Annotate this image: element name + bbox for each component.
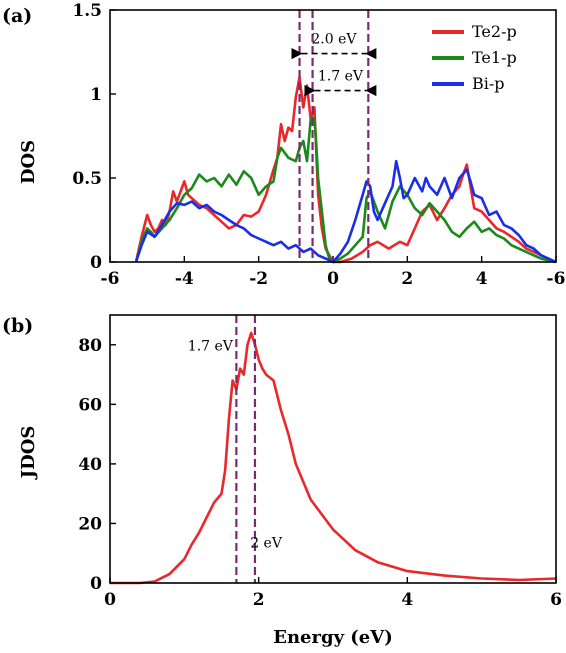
dos-ytick-label: 0.5 bbox=[72, 169, 102, 189]
jdos-series-line-jdos bbox=[110, 331, 557, 585]
jdos-ylabel: JDOS bbox=[18, 426, 39, 481]
dos-gap-annotation: 1.7 eV bbox=[318, 69, 364, 85]
jdos-xtick-label: 6 bbox=[550, 590, 562, 610]
jdos-xtick-label: 0 bbox=[104, 590, 116, 610]
dos-xtick-label: -4 bbox=[175, 269, 194, 289]
dos-xtick-label: 4 bbox=[476, 269, 488, 289]
dos-series-line-bi-p bbox=[134, 159, 557, 264]
dos-ylabel: DOS bbox=[18, 140, 39, 184]
jdos-xtick-label: 2 bbox=[253, 590, 265, 610]
dos-legend: Te2-p Te1-p Bi-p bbox=[432, 22, 517, 93]
dos-plot-area: -6 -4 -2 0 2 4 -600.511.52.0 eV1.7 eV bbox=[72, 1, 565, 289]
dos-ytick-label: 1 bbox=[90, 85, 102, 105]
dos-xtick-label: 2 bbox=[401, 269, 413, 289]
legend-label-te1p: Te1-p bbox=[472, 48, 517, 67]
dos-xtick-label: 0 bbox=[327, 269, 339, 289]
dos-ytick-label: 1.5 bbox=[72, 1, 102, 21]
dos-gap-annotation: 2.0 eV bbox=[311, 32, 357, 48]
jdos-ytick-label: 0 bbox=[90, 574, 102, 594]
panel-label-b: (b) bbox=[2, 315, 33, 337]
jdos-ytick-label: 60 bbox=[78, 395, 102, 415]
jdos-ytick-label: 40 bbox=[78, 455, 102, 475]
dos-ytick-label: 0 bbox=[90, 253, 102, 273]
jdos-peak-annotation: 1.7 eV bbox=[188, 339, 234, 355]
dos-axes-frame bbox=[109, 9, 557, 263]
jdos-peak-annotation: 2 eV bbox=[250, 535, 283, 551]
dos-series-line-te1-p bbox=[134, 116, 557, 264]
dos-panel: (a) DOS -6 -4 -2 0 2 4 -600.511.52.0 eV1.7 eV … bbox=[2, 1, 565, 289]
dos-xtick-label: -6 bbox=[547, 269, 566, 289]
legend-label-bip: Bi-p bbox=[472, 74, 505, 93]
dos-xtick-label: -2 bbox=[249, 269, 268, 289]
jdos-xtick-label: 4 bbox=[401, 590, 413, 610]
dos-series-line-te2-p bbox=[134, 75, 557, 264]
dos-xtick-label: -6 bbox=[101, 269, 120, 289]
panel-label-a: (a) bbox=[2, 5, 32, 27]
jdos-ytick-label: 20 bbox=[78, 514, 102, 534]
legend-label-te2p: Te2-p bbox=[472, 22, 517, 41]
jdos-axes-frame bbox=[109, 314, 557, 584]
jdos-ytick-label: 80 bbox=[78, 336, 102, 356]
jdos-xlabel: Energy (eV) bbox=[273, 627, 393, 648]
